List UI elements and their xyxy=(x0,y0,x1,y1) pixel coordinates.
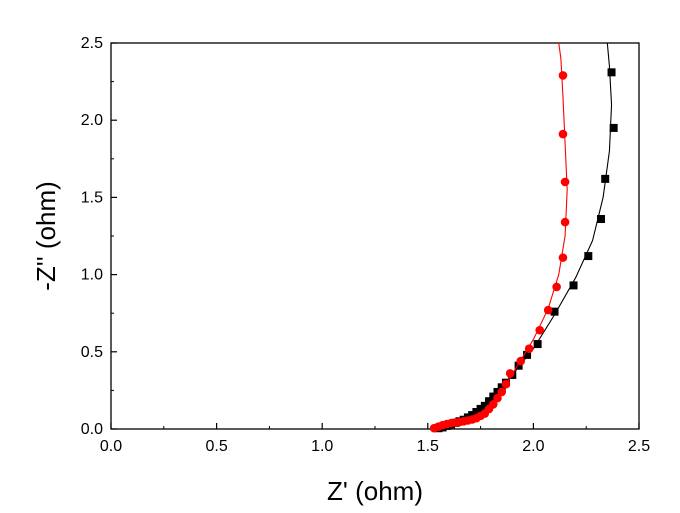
data-point xyxy=(485,397,494,406)
data-point xyxy=(560,217,570,227)
y-tick-label: 2.5 xyxy=(81,35,103,52)
series-line xyxy=(434,42,613,430)
x-tick-label: 0.0 xyxy=(100,438,122,455)
x-tick-label: 0.5 xyxy=(205,438,227,455)
data-point xyxy=(468,411,477,420)
plot-frame xyxy=(110,42,640,430)
data-point xyxy=(584,252,593,261)
series-2 xyxy=(429,42,570,433)
data-point xyxy=(543,305,553,315)
data-point xyxy=(560,177,570,187)
y-tick-label: 0.0 xyxy=(81,421,103,438)
data-point xyxy=(552,282,561,292)
data-point xyxy=(489,392,498,401)
data-point xyxy=(607,68,616,77)
data-point xyxy=(558,71,568,80)
x-tick-label: 2.0 xyxy=(522,438,544,455)
series-line xyxy=(431,42,568,430)
data-point xyxy=(493,393,502,403)
x-axis: 0.0 0.5 1.0 1.5 2.0 2.5 xyxy=(100,423,650,455)
data-point xyxy=(601,174,610,183)
x-axis-title: Z' (ohm) xyxy=(327,476,423,506)
data-point xyxy=(501,379,511,389)
data-point xyxy=(488,399,498,409)
y-tick-label: 1.5 xyxy=(81,189,103,206)
data-point xyxy=(535,325,545,335)
data-point xyxy=(524,344,534,354)
x-tick-label: 1.0 xyxy=(311,438,333,455)
y-axis: 0.0 0.5 1.0 1.5 2.0 2.5 xyxy=(81,35,117,438)
series-layer xyxy=(429,42,618,433)
data-point xyxy=(550,307,559,316)
data-point xyxy=(476,404,485,413)
data-point xyxy=(497,387,507,397)
y-axis-title: -Z'' (ohm) xyxy=(31,181,61,291)
data-point xyxy=(516,356,526,366)
y-tick-label: 2.0 xyxy=(81,112,103,129)
data-point xyxy=(480,401,489,410)
data-point xyxy=(609,123,618,132)
data-point xyxy=(523,350,532,359)
data-point xyxy=(596,215,605,224)
data-point xyxy=(472,408,481,417)
data-point xyxy=(497,383,506,392)
data-point xyxy=(514,361,523,370)
y-tick-label: 0.5 xyxy=(81,344,103,361)
data-point xyxy=(569,281,578,290)
y-tick-label: 1.0 xyxy=(81,267,103,284)
data-point xyxy=(505,369,515,378)
data-point xyxy=(558,253,568,262)
data-point xyxy=(558,129,568,139)
series-1 xyxy=(434,42,618,433)
data-point xyxy=(533,340,542,349)
x-tick-label: 2.5 xyxy=(628,438,650,455)
x-tick-label: 1.5 xyxy=(417,438,439,455)
